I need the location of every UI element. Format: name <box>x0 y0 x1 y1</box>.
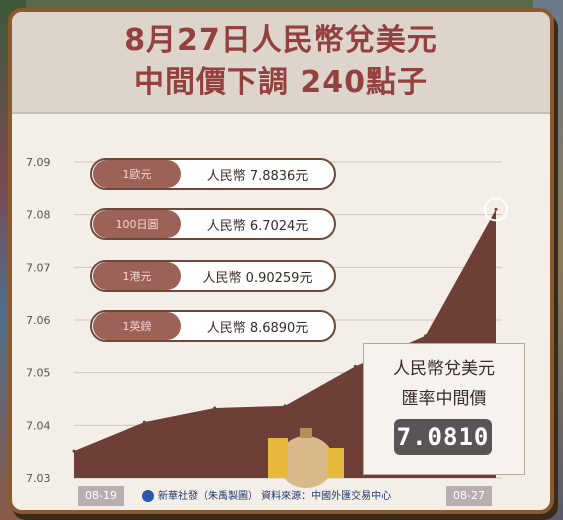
title-band: 8月27日人民幣兌美元 中間價下調 240點子 <box>12 12 550 114</box>
title-line-2: 中間價下調 240點子 <box>133 65 429 100</box>
legend-value: 人民幣 6.7024元 <box>206 218 309 234</box>
infographic-card: 8月27日人民幣兌美元 中間價下調 240點子 7.03 7.04 7.05 7.06… <box>8 8 554 514</box>
legend-item-hkd: 1港元 人民幣 0.90259元 <box>90 260 336 292</box>
legend-value: 人民幣 8.6890元 <box>206 320 309 336</box>
y-tick-label: 7.03 <box>26 472 51 485</box>
legend-tag: 1港元 <box>93 262 181 290</box>
y-tick-label: 7.07 <box>26 261 51 274</box>
chart-footer: 08-19 新華社發（朱禹製圖） 資料來源：中國外匯交易中心 08-27 <box>12 486 550 508</box>
data-point <box>142 420 146 424</box>
callout-line-2: 匯率中間價 <box>401 389 487 409</box>
legend-tag: 1英鎊 <box>93 312 181 340</box>
rate-callout: 人民幣兌美元 匯率中間價 7.0810 <box>363 343 525 475</box>
callout-value: 7.0810 <box>394 419 492 455</box>
data-point <box>424 334 428 338</box>
money-bag-icon <box>278 436 334 488</box>
money-bag-neck-icon <box>300 428 312 438</box>
legend-tag: 100日圓 <box>93 210 181 238</box>
y-tick-label: 7.04 <box>26 419 51 432</box>
callout-line-1: 人民幣兌美元 <box>393 359 495 379</box>
data-point <box>72 449 76 453</box>
y-tick-label: 7.09 <box>26 156 51 169</box>
y-tick-label: 7.05 <box>26 367 51 380</box>
gold-coins-icon <box>328 448 344 478</box>
y-tick-label: 7.06 <box>26 314 51 327</box>
y-tick-label: 7.08 <box>26 209 51 222</box>
end-date-label: 08-27 <box>446 486 492 506</box>
legend-item-euro: 1歐元 人民幣 7.8836元 <box>90 158 336 190</box>
data-point <box>283 404 287 408</box>
chart-title: 8月27日人民幣兌美元 中間價下調 240點子 <box>12 20 550 104</box>
legend-item-yen: 100日圓 人民幣 6.7024元 <box>90 208 336 240</box>
title-line-1: 8月27日人民幣兌美元 <box>124 23 438 58</box>
latest-point-highlight <box>484 197 508 222</box>
legend-value: 人民幣 7.8836元 <box>206 168 309 184</box>
data-point <box>213 406 217 410</box>
gold-coins-icon <box>268 438 288 478</box>
legend-tag: 1歐元 <box>93 160 181 188</box>
data-point <box>353 364 357 368</box>
xinhua-logo-icon <box>142 490 154 502</box>
start-date-label: 08-19 <box>78 486 124 506</box>
legend-item-gbp: 1英鎊 人民幣 8.6890元 <box>90 310 336 342</box>
legend-value: 人民幣 0.90259元 <box>202 270 313 286</box>
source-credit: 新華社發（朱禹製圖） 資料來源：中國外匯交易中心 <box>142 488 442 506</box>
source-text: 新華社發（朱禹製圖） 資料來源：中國外匯交易中心 <box>158 491 392 502</box>
data-point <box>494 207 498 211</box>
